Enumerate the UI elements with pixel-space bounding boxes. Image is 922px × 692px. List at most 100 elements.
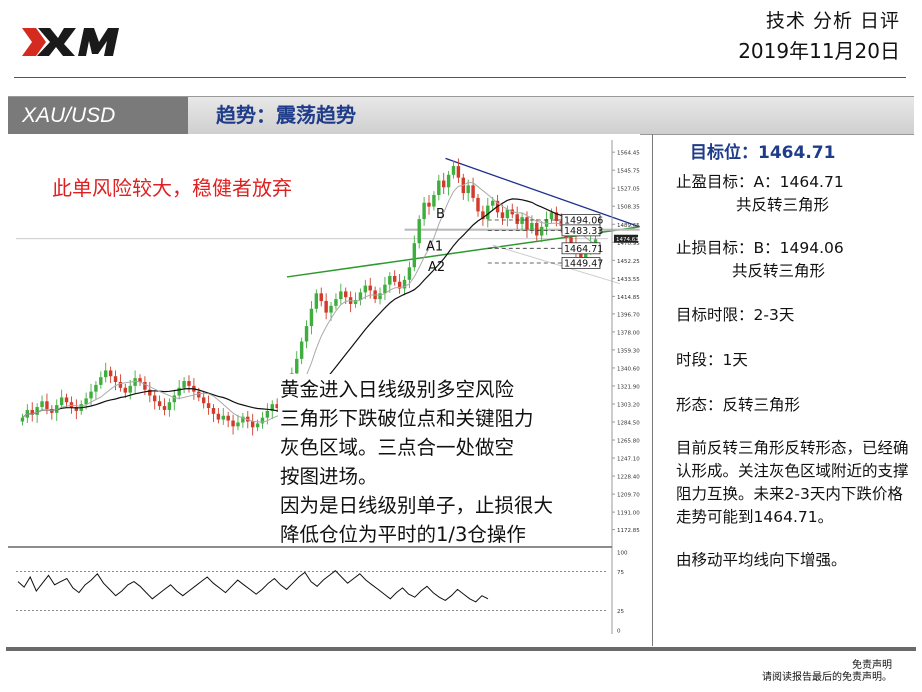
commentary: 目前反转三角形反转形态，已经确认形成。关注灰色区域附近的支撑阻力互换。未来2-3… xyxy=(676,439,909,526)
candle-body xyxy=(579,251,583,258)
current-price-box xyxy=(614,234,638,243)
candle-body xyxy=(378,293,382,300)
level-label: 1449.47 xyxy=(564,258,603,269)
level-label: 1483.33 xyxy=(564,226,603,237)
chart-area: 1494.06 B 1483.33 1464.71 A1 1449.47 A2 1564.4… xyxy=(8,134,640,640)
price-tick-label: 1452.25 xyxy=(617,259,640,265)
candle-body xyxy=(167,402,172,410)
oscillator-tick-label: 75 xyxy=(617,570,624,576)
panel-divider xyxy=(652,134,653,646)
candle-body xyxy=(505,209,510,219)
candle-body xyxy=(500,212,505,219)
candle-body xyxy=(118,382,123,388)
pattern: 形态：反转三角形 xyxy=(676,396,801,414)
candle-body xyxy=(138,378,142,382)
candle-body xyxy=(89,391,93,399)
target-level: 目标位：1464.71 xyxy=(690,142,916,165)
candle-body xyxy=(319,293,323,302)
price-tick-label: 1340.60 xyxy=(617,366,640,372)
header-divider xyxy=(14,77,906,78)
marker-a2: A2 xyxy=(428,260,445,275)
price-tick-label: 1470.95 xyxy=(617,241,640,247)
level-label: 1494.06 xyxy=(564,216,603,227)
candle-body xyxy=(113,376,118,382)
candle-body xyxy=(324,301,328,313)
candle-body xyxy=(422,202,426,220)
take-profit-note: 共反转三角形 xyxy=(736,196,830,214)
candle-body xyxy=(417,219,421,244)
candle-body xyxy=(206,403,211,409)
price-tick-label: 1527.05 xyxy=(617,187,640,193)
candle-body xyxy=(299,341,304,359)
candle-body xyxy=(143,382,147,390)
price-tick-label: 1414.85 xyxy=(617,295,640,301)
price-tick-label: 1508.35 xyxy=(617,205,640,211)
price-chart: 1494.06 B 1483.33 1464.71 A1 1449.47 A2 1564.4… xyxy=(8,134,640,640)
candle-body xyxy=(530,222,534,230)
price-tick-label: 1303.20 xyxy=(617,402,640,408)
candle-body xyxy=(515,214,519,224)
oscillator-tick-label: 100 xyxy=(617,551,628,557)
xm-logo xyxy=(22,28,119,56)
candle-body xyxy=(162,406,167,410)
price-tick-label: 1209.70 xyxy=(617,493,640,499)
note-line-3: 灰色区域。三点合一处做空 xyxy=(280,436,514,459)
candle-body xyxy=(353,300,358,304)
disclaimer-title: 免责声明 xyxy=(852,660,892,671)
price-tick-label: 1265.80 xyxy=(617,439,640,445)
level-box xyxy=(561,257,601,269)
report-date: 2019年11月20日 xyxy=(738,39,900,63)
note-line-5: 因为是日线级别单子，止损很大 xyxy=(280,494,553,517)
candle-body xyxy=(197,391,201,398)
candle-body xyxy=(451,166,456,175)
candle-body xyxy=(108,370,113,377)
candle-body xyxy=(358,292,363,301)
target-value: 1464.71 xyxy=(758,143,836,163)
candle-body xyxy=(123,387,128,393)
price-tick-label: 1378.00 xyxy=(617,330,640,336)
candle-body xyxy=(236,422,240,427)
candle-body xyxy=(128,385,132,393)
risk-warning: 此单风险较大，稳健者放弃 xyxy=(52,176,292,200)
candle-body xyxy=(260,417,265,424)
candle-body xyxy=(133,378,137,386)
candle-body xyxy=(544,219,549,227)
candle-body xyxy=(20,417,25,422)
price-tick-label: 1489.65 xyxy=(617,223,640,229)
level-label: 1464.71 xyxy=(564,244,603,255)
price-tick-label: 1564.45 xyxy=(617,151,640,157)
candle-body xyxy=(363,285,368,293)
candle-body xyxy=(554,212,559,222)
candle-body xyxy=(584,250,588,258)
candle-body xyxy=(177,387,181,396)
marker-a1: A1 xyxy=(426,239,443,254)
candle-body xyxy=(84,398,88,405)
note-line-6: 降低仓位为平时的1/3仓操作 xyxy=(280,523,526,546)
candle-body xyxy=(226,415,230,421)
price-tick-label: 1359.30 xyxy=(617,348,640,354)
price-tick-label: 1284.50 xyxy=(617,421,640,427)
candle-body xyxy=(182,381,186,388)
period: 时段：1天 xyxy=(676,351,748,369)
candle-body xyxy=(486,205,490,220)
price-tick-label: 1321.90 xyxy=(617,384,640,390)
candle-body xyxy=(148,389,152,396)
candle-body xyxy=(275,404,279,409)
candle-body xyxy=(201,397,206,404)
candle-body xyxy=(383,284,387,294)
candle-body xyxy=(270,404,274,411)
note-line-4: 按图进场。 xyxy=(280,465,378,488)
candle-body xyxy=(216,413,221,420)
candle-body xyxy=(368,285,372,291)
candle-body xyxy=(157,401,162,407)
candle-body xyxy=(525,217,529,230)
stop-loss: 止损目标：B：1494.06 xyxy=(676,239,844,257)
candle-body xyxy=(446,174,451,188)
upper-trendline xyxy=(445,157,640,228)
price-tick-label: 1191.00 xyxy=(617,511,640,517)
candle-body xyxy=(481,211,485,220)
candle-body xyxy=(559,221,563,226)
marker-b: B xyxy=(436,207,445,222)
candle-body xyxy=(397,281,402,289)
candle-body xyxy=(152,395,157,402)
